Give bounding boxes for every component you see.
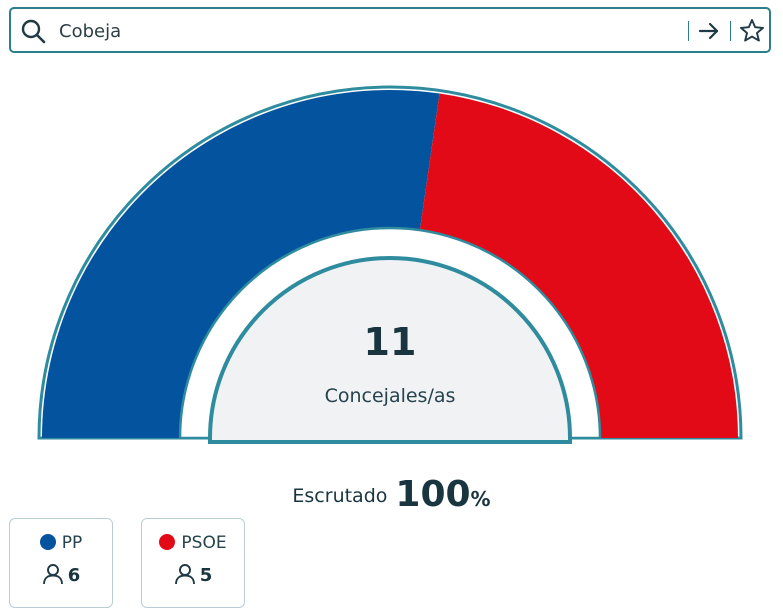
scrutiny-unit: % bbox=[470, 487, 491, 511]
person-icon bbox=[42, 564, 63, 585]
party-seats: 5 bbox=[199, 565, 213, 586]
party-card-psoe[interactable]: PSOE 5 bbox=[141, 518, 245, 608]
search-bar bbox=[9, 7, 771, 53]
total-seats: 11 bbox=[363, 320, 417, 364]
party-name: PP bbox=[61, 533, 83, 553]
party-name: PSOE bbox=[181, 533, 227, 553]
seats-chart bbox=[37, 85, 743, 444]
scrutiny-label: Escrutado bbox=[292, 485, 388, 507]
search-icon bbox=[21, 19, 46, 44]
scrutiny-value: 100 bbox=[395, 474, 471, 515]
party-card-pp[interactable]: PP 6 bbox=[9, 518, 113, 608]
party-color-dot bbox=[39, 534, 56, 550]
arrow-right-icon[interactable] bbox=[696, 18, 722, 44]
chart-slice-pp bbox=[42, 90, 440, 438]
chart-center-disc bbox=[208, 256, 572, 444]
total-seats-label: Concejales/as bbox=[324, 385, 456, 407]
star-icon[interactable] bbox=[738, 17, 766, 45]
party-seats: 6 bbox=[67, 565, 81, 586]
separator bbox=[730, 21, 731, 41]
scrutiny: Escrutado 100% bbox=[0, 474, 783, 515]
party-color-dot bbox=[159, 534, 176, 550]
chart-slice-psoe bbox=[419, 93, 738, 438]
search-input[interactable] bbox=[59, 17, 659, 45]
separator bbox=[688, 21, 689, 41]
person-icon bbox=[174, 564, 195, 585]
